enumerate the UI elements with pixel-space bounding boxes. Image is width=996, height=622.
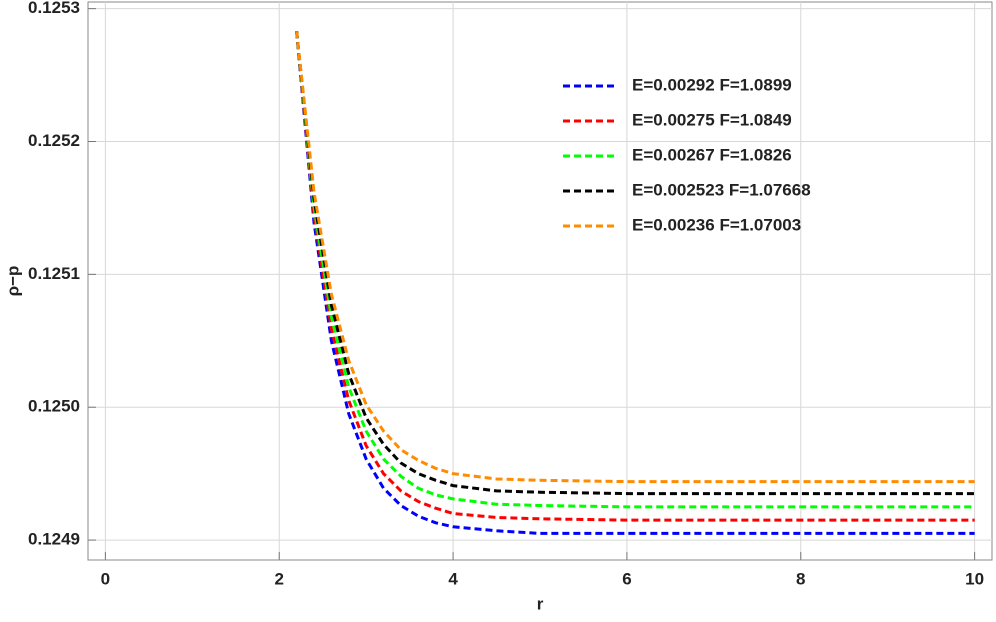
x-tick-label: 4 xyxy=(448,569,458,588)
series-line xyxy=(295,31,975,496)
y-tick-label: 0.1253 xyxy=(28,0,80,17)
series-line xyxy=(295,31,975,509)
legend-label: E=0.00292 F=1.0899 xyxy=(632,75,792,94)
legend-label: E=0.00267 F=1.0826 xyxy=(632,145,792,164)
series-line xyxy=(295,31,975,535)
x-tick-label: 2 xyxy=(274,569,283,588)
series-line xyxy=(295,31,975,522)
grid xyxy=(88,2,992,560)
legend-label: E=0.002523 F=1.07668 xyxy=(632,180,811,199)
x-axis-label: r xyxy=(537,594,544,613)
legend-label: E=0.00275 F=1.0849 xyxy=(632,110,792,129)
legend-label: E=0.00236 F=1.07003 xyxy=(632,215,801,234)
x-tick-label: 10 xyxy=(965,569,984,588)
x-tick-label: 8 xyxy=(796,569,805,588)
x-tick-label: 0 xyxy=(101,569,110,588)
y-tick-label: 0.1251 xyxy=(28,264,80,283)
y-tick-label: 0.1252 xyxy=(28,131,80,150)
y-axis-label: ρ−p xyxy=(3,266,22,297)
plot-frame xyxy=(87,1,993,561)
y-tick-label: 0.1249 xyxy=(28,530,80,549)
x-tick-label: 6 xyxy=(622,569,631,588)
series-line xyxy=(295,31,975,484)
y-tick-label: 0.1250 xyxy=(28,397,80,416)
